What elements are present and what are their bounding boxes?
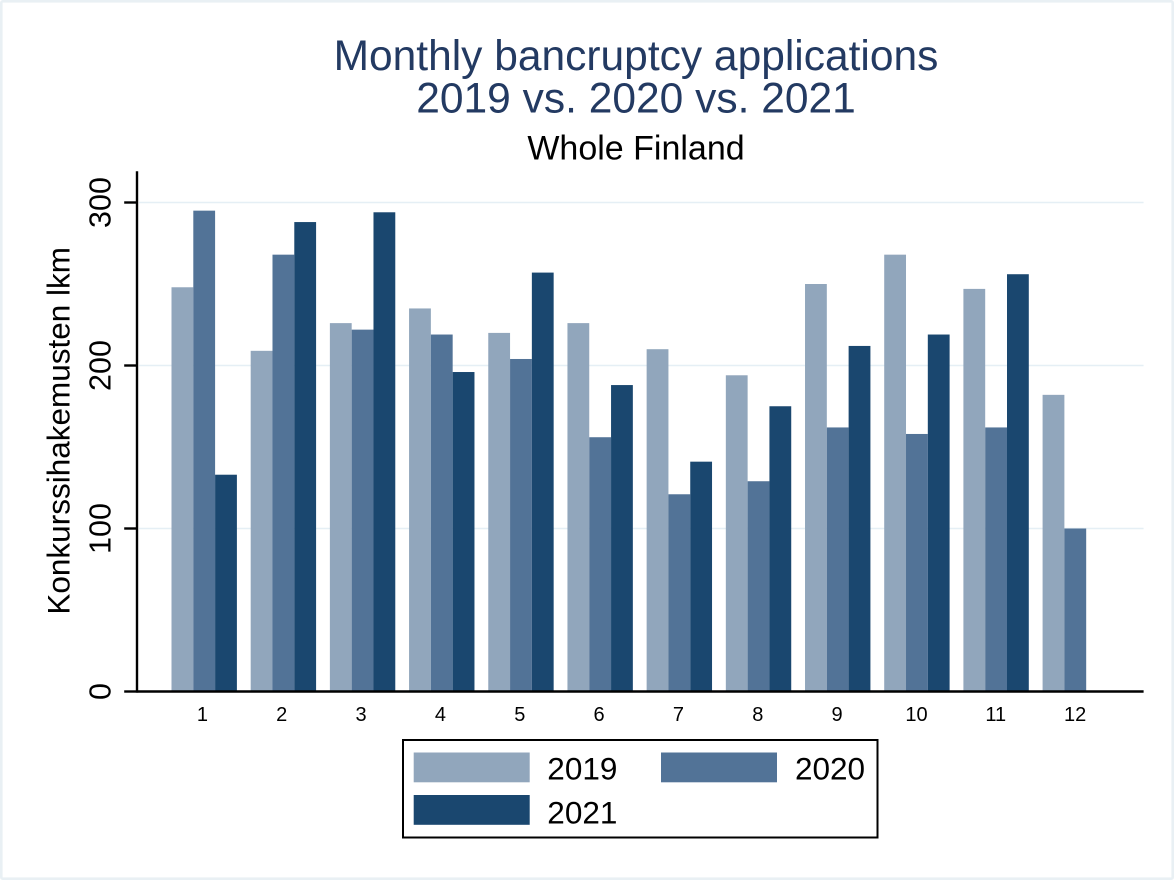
svg-text:Monthly bancruptcy application: Monthly bancruptcy applications [334,33,939,80]
svg-text:1: 1 [197,704,208,726]
svg-text:6: 6 [594,704,605,726]
svg-text:0: 0 [84,683,118,700]
svg-text:Konkurssihakemusten lkm: Konkurssihakemusten lkm [40,247,76,615]
svg-text:11: 11 [985,704,1006,726]
svg-text:12: 12 [1064,704,1086,726]
svg-text:8: 8 [752,704,763,726]
svg-text:4: 4 [435,704,446,726]
svg-text:2019: 2019 [547,751,617,787]
svg-text:5: 5 [514,704,525,726]
svg-text:Whole Finland: Whole Finland [527,130,744,168]
svg-text:2020: 2020 [795,751,865,787]
svg-text:3: 3 [356,704,367,726]
svg-text:7: 7 [673,704,684,726]
svg-text:2: 2 [276,704,287,726]
svg-text:2019 vs. 2020 vs. 2021: 2019 vs. 2020 vs. 2021 [416,76,856,123]
svg-text:100: 100 [84,503,118,554]
svg-text:9: 9 [832,704,843,726]
svg-text:200: 200 [84,340,118,391]
svg-text:300: 300 [84,177,118,228]
svg-text:10: 10 [905,704,927,726]
svg-text:2021: 2021 [547,794,617,830]
